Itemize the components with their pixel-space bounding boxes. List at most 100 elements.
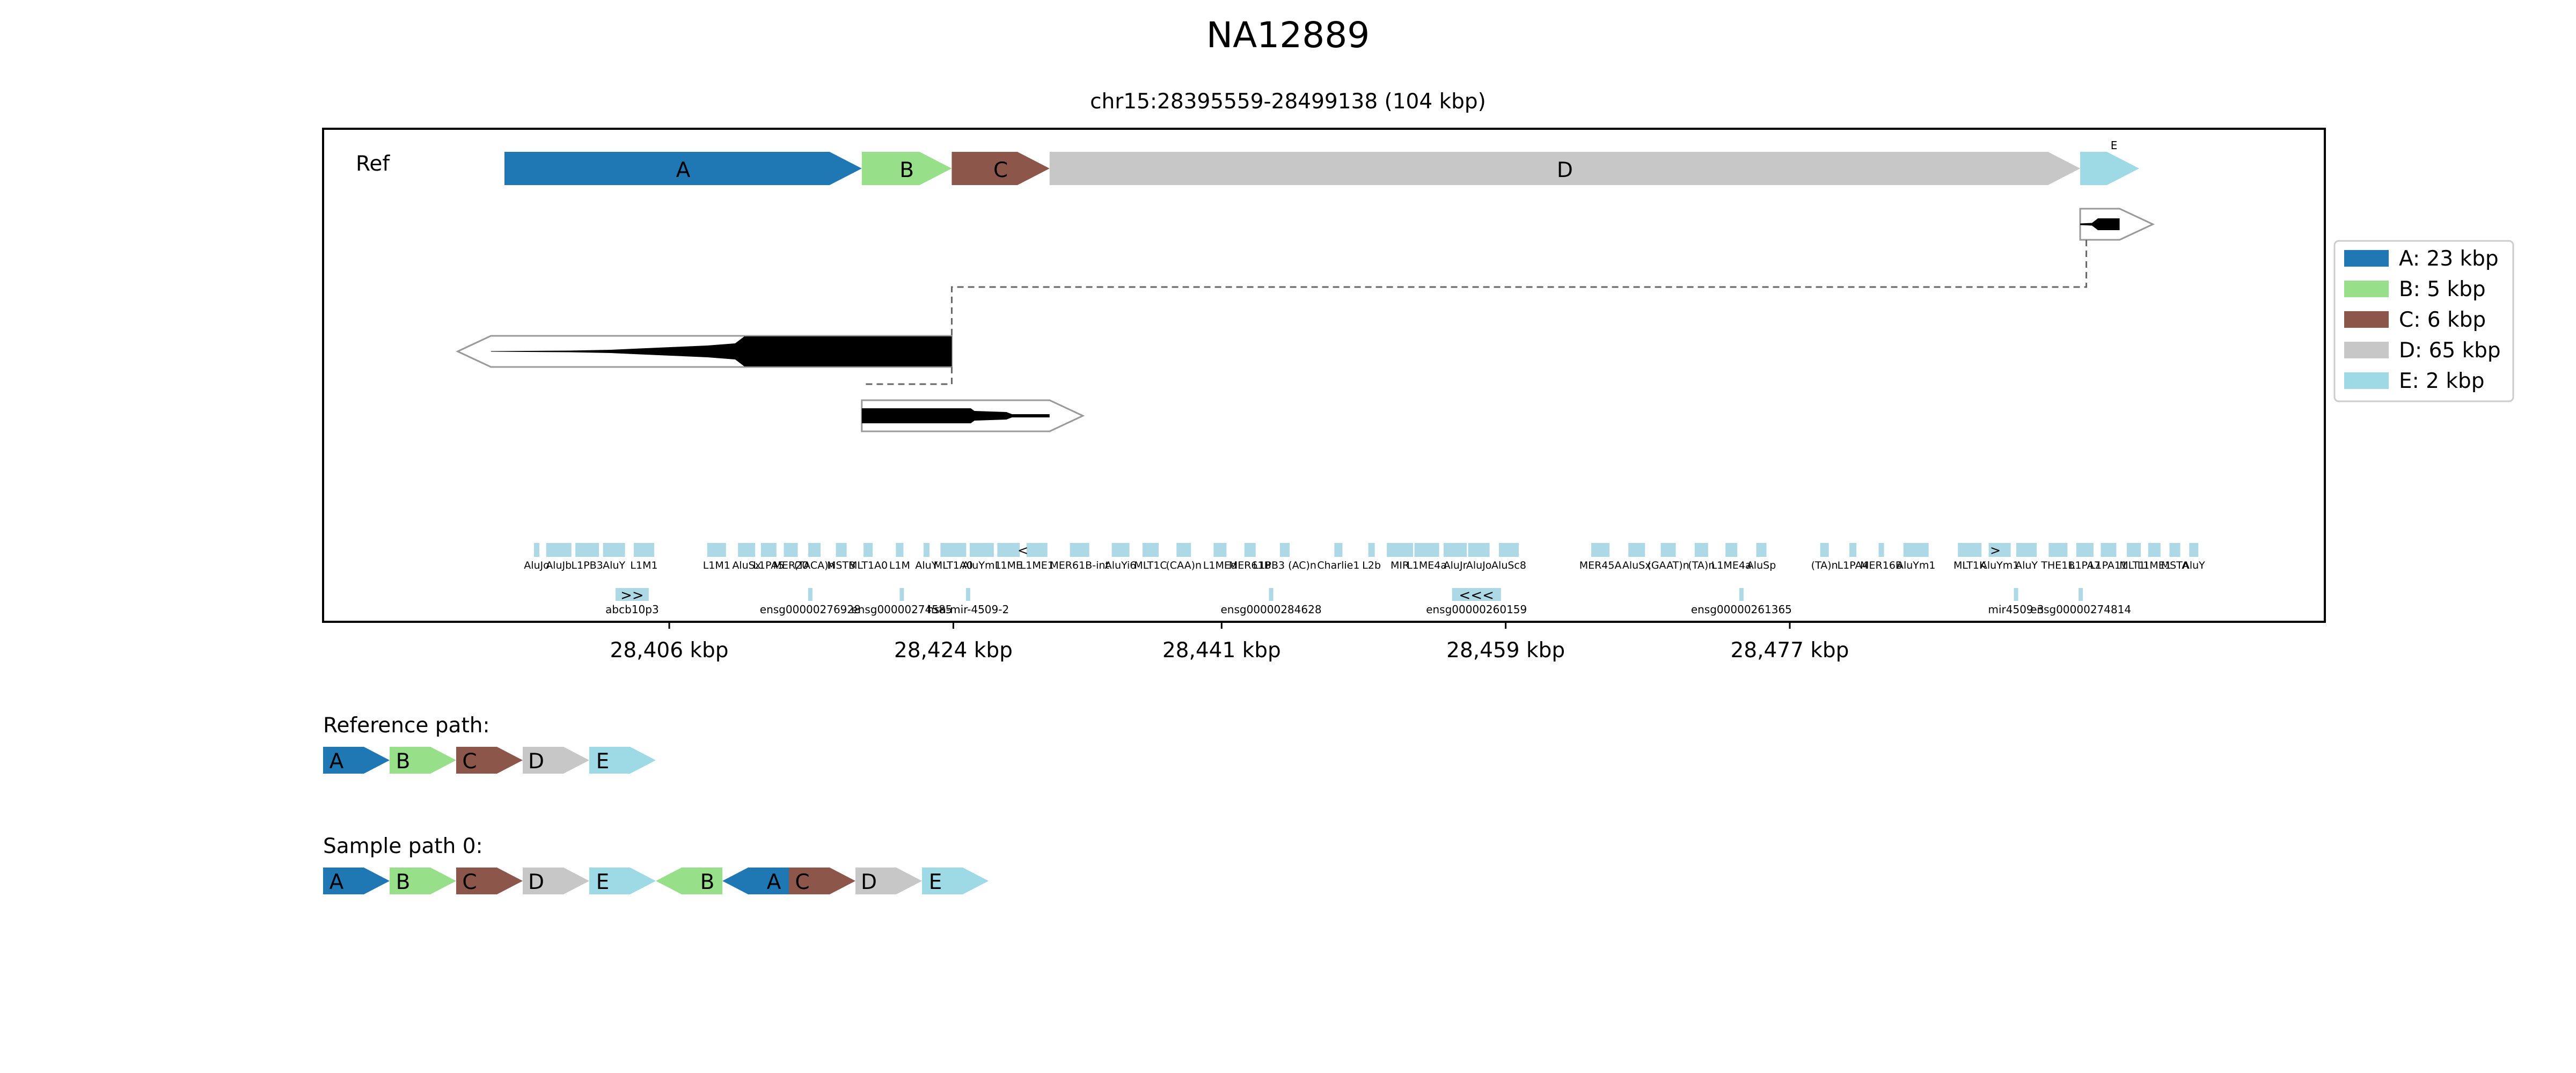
repeat-label-32: MER45A [1579,560,1622,571]
repeat-label-21: (CAA)n [1166,560,1202,571]
path-1-segment-0 [323,868,390,894]
gene-block-0 [616,588,649,601]
path-1-segment-6 [722,868,789,894]
repeat-label-51: AluY [2183,560,2205,571]
gene-annotation-track: >>abcb10p3 ensg00000276928ensg00000274585… [605,587,2131,616]
repeat-block-25 [1334,543,1343,557]
repeat-block-2 [575,543,599,557]
repeat-label-27: MIR [1391,560,1409,571]
alignment-coverage-1 [491,336,952,366]
alignment-connector-1 [861,367,953,385]
gene-label-5: ensg00000260159 [1426,603,1527,616]
path-title-0: Reference path: [323,714,490,738]
segment-label-e: E [2111,139,2118,152]
repeat-block-23 [1244,543,1256,557]
path-0-segment-4 [589,747,656,774]
repeat-block-33 [1628,543,1645,557]
gene-label-6: ensg00000261365 [1691,603,1792,616]
legend-label-c: C: 6 kbp [2399,308,2486,332]
gene-strand-5: <<< [1459,587,1494,604]
repeat-block-27 [1387,543,1414,557]
repeat-label-45: THE1B [2040,560,2075,571]
repeat-label-35: (TA)n [1688,560,1715,571]
repeat-label-47: L1PA11 [2090,560,2127,571]
repeat-label-19: AluYi6 [1105,560,1137,571]
repeat-label-6: AluSx [732,560,761,571]
gene-block-5 [1452,588,1501,601]
segment-b [861,152,952,185]
repeat-block-14 [940,543,967,557]
path-1-segment-label-5: B [700,870,715,894]
repeat-label-31: AluSc8 [1491,560,1526,571]
repeat-label-30: AluJo [1466,560,1492,571]
repeat-block-5 [707,543,726,557]
reference-segments-track: A B C D E [504,139,2139,185]
repeat-label-39: L1PA4 [1838,560,1869,571]
repeat-block-22 [1213,543,1227,557]
repeat-label-5: L1M1 [703,560,730,571]
repeat-label-7: L1PA5 [753,560,784,571]
repeat-block-34 [1660,543,1676,557]
repeat-label-24: L1PB3 (AC)n [1253,560,1316,571]
legend-swatch-c [2344,311,2389,328]
repeat-block-10 [836,543,847,557]
repeat-label-20: MLT1C [1134,560,1167,571]
x-tick-label-2: 28,441 kbp [1162,638,1281,663]
repeat-block-13 [923,543,930,557]
legend-swatch-e [2344,372,2389,389]
path-1-segment-2 [456,868,523,894]
gene-block-2 [899,588,904,601]
path-1-segment-7 [789,868,855,894]
gene-label-1: ensg00000276928 [760,603,861,616]
figure-title: NA12889 [1206,14,1370,56]
path-1-segment-label-4: E [596,870,610,894]
x-axis: 28,406 kbp 28,424 kbp 28,441 kbp 28,459 kbp… [610,622,1849,663]
repeat-label-11: MLT1A0 [848,560,888,571]
repeat-label-22: L1MEd [1203,560,1237,571]
repeat-label-2: L1PB3 [571,560,603,571]
gene-label-8: ensg00000274814 [2030,603,2131,616]
repeat-label-50: MSTA [2161,560,2189,571]
repeat-label-40: MER16B [1860,560,1902,571]
repeat-label-16: L1ME [995,560,1022,571]
repeat-block-49 [2148,543,2161,557]
repeat-label-12: L1M [889,560,910,571]
region-label: chr15:28395559-28499138 (104 kbp) [1090,90,1486,114]
repeat-block-30 [1468,543,1490,557]
repeat-block-29 [1444,543,1467,557]
repeat-block-12 [896,543,904,557]
gene-block-3 [965,588,970,601]
path-1-segment-label-9: E [929,870,942,894]
path-0-segment-1 [390,747,456,774]
repeat-label-1: AluJb [546,560,572,571]
gene-block-8 [2079,588,2083,601]
repeat-block-35 [1694,543,1708,557]
repeat-label-37: AluSp [1747,560,1776,571]
alignment-track [456,208,2155,432]
gene-label-3: hsa-mir-4509-2 [927,603,1009,616]
repeat-label-34: (GAAT)n [1647,560,1689,571]
repeat-block-50 [2169,543,2180,557]
segment-a [504,152,862,185]
segment-label-c: C [993,158,1008,182]
gene-label-0: abcb10p3 [605,603,659,616]
repeat-block-7 [760,543,777,557]
repeat-label-15: AluYm1 [962,560,1001,571]
repeat-block-37 [1756,543,1767,557]
repeat-label-26: L2b [1362,560,1381,571]
path-1-segment-label-8: D [861,870,877,894]
repeat-label-41: AluYm1 [1897,560,1936,571]
main-panel-frame [322,128,2326,623]
repeat-block-40 [1878,543,1884,557]
path-0-segment-label-2: C [462,749,477,774]
gene-block-7 [2014,588,2018,601]
repeat-block-18 [1070,543,1089,557]
repeat-label-44: AluY [2015,560,2038,571]
segment-label-b: B [899,158,914,182]
alignment-coverage-2 [861,408,1050,423]
repeat-block-42 [1958,543,1982,557]
repeat-block-38 [1820,543,1829,557]
legend: A: 23 kbp B: 5 kbp C: 6 kbp D: 65 kbp E: 2 k… [2333,240,2514,402]
